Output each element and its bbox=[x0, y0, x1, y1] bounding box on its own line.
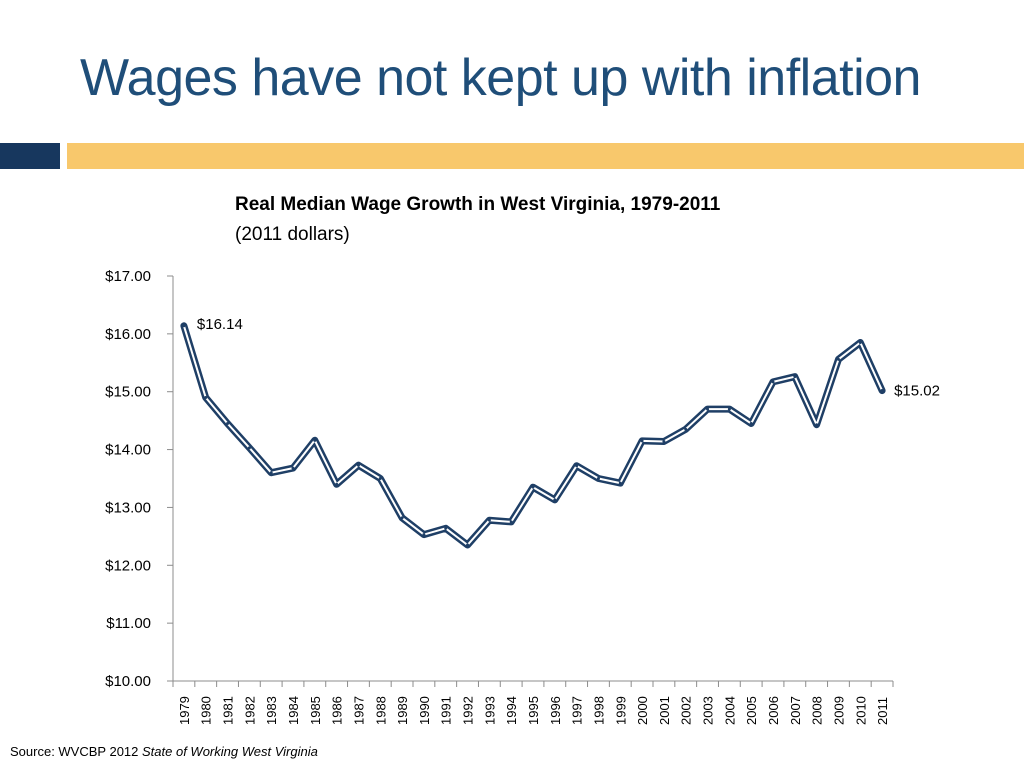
x-tick-label: 1989 bbox=[395, 696, 410, 725]
data-point bbox=[727, 407, 731, 411]
x-tick-label: 1981 bbox=[221, 696, 236, 725]
data-point bbox=[662, 439, 666, 443]
y-tick-label: $11.00 bbox=[106, 615, 151, 632]
x-tick-label: 1990 bbox=[417, 696, 432, 725]
source-note: Source: WVCBP 2012 State of Working West… bbox=[10, 744, 318, 759]
y-tick-label: $15.00 bbox=[105, 384, 151, 401]
x-tick-label: 1997 bbox=[570, 696, 585, 725]
y-tick-label: $12.00 bbox=[105, 557, 151, 574]
data-point bbox=[880, 389, 884, 393]
x-tick-label: 2010 bbox=[853, 696, 868, 725]
x-tick-label: 1992 bbox=[461, 696, 476, 725]
accent-bar-gold bbox=[67, 143, 1024, 169]
y-tick-label: $10.00 bbox=[105, 673, 151, 690]
x-tick-label: 2003 bbox=[701, 696, 716, 725]
x-tick-label: 2004 bbox=[722, 696, 737, 725]
x-tick-label: 1998 bbox=[591, 696, 606, 725]
x-tick-label: 1983 bbox=[264, 696, 279, 725]
data-point bbox=[291, 466, 295, 470]
x-tick-label: 1982 bbox=[242, 696, 257, 725]
data-point bbox=[858, 341, 862, 345]
x-tick-label: 1995 bbox=[526, 696, 541, 725]
x-tick-label: 1996 bbox=[548, 696, 563, 725]
data-point bbox=[247, 446, 251, 450]
data-point bbox=[444, 526, 448, 530]
data-point bbox=[335, 482, 339, 486]
x-tick-label: 2005 bbox=[744, 696, 759, 725]
data-point bbox=[531, 485, 535, 489]
x-tick-label: 2002 bbox=[679, 696, 694, 725]
x-tick-label: 1979 bbox=[177, 696, 192, 725]
data-point bbox=[640, 439, 644, 443]
y-tick-label: $14.00 bbox=[105, 442, 151, 459]
data-point bbox=[269, 471, 273, 475]
source-prefix: Source: WVCBP 2012 bbox=[10, 744, 142, 759]
y-tick-label: $13.00 bbox=[105, 499, 151, 516]
data-point bbox=[400, 516, 404, 520]
chart-subtitle: (2011 dollars) bbox=[235, 224, 350, 245]
data-point bbox=[575, 464, 579, 468]
x-tick-label: 1985 bbox=[308, 696, 323, 725]
series-line bbox=[180, 322, 886, 549]
data-point bbox=[313, 438, 317, 442]
source-title: State of Working West Virginia bbox=[142, 744, 318, 759]
x-tick-label: 2009 bbox=[831, 696, 846, 725]
data-point bbox=[182, 324, 186, 328]
x-tick-label: 2011 bbox=[875, 697, 890, 725]
data-point bbox=[618, 481, 622, 485]
data-point bbox=[793, 375, 797, 379]
data-point bbox=[771, 380, 775, 384]
x-tick-label: 2000 bbox=[635, 696, 650, 725]
x-tick-label: 2001 bbox=[657, 696, 672, 725]
data-point bbox=[836, 357, 840, 361]
x-tick-label: 1980 bbox=[199, 696, 214, 725]
y-tick-label: $16.00 bbox=[105, 326, 151, 343]
data-point bbox=[684, 427, 688, 431]
data-point bbox=[749, 422, 753, 426]
x-tick-label: 1988 bbox=[373, 696, 388, 725]
x-tick-label: 1987 bbox=[351, 696, 366, 725]
x-tick-label: 2006 bbox=[766, 696, 781, 725]
data-point bbox=[815, 423, 819, 427]
data-label: $15.02 bbox=[894, 383, 940, 400]
data-point bbox=[422, 533, 426, 537]
data-point bbox=[356, 463, 360, 467]
data-point bbox=[204, 396, 208, 399]
accent-bar-navy bbox=[0, 143, 60, 169]
data-point bbox=[226, 422, 230, 426]
data-point bbox=[553, 498, 557, 502]
x-tick-label: 1984 bbox=[286, 696, 301, 725]
x-tick-label: 1991 bbox=[439, 696, 454, 725]
data-point bbox=[509, 520, 513, 524]
data-point bbox=[596, 477, 600, 480]
x-tick-label: 2007 bbox=[788, 696, 803, 725]
x-tick-label: 1994 bbox=[504, 696, 519, 725]
x-tick-label: 2008 bbox=[810, 696, 825, 725]
data-point bbox=[378, 477, 382, 480]
data-point bbox=[487, 518, 491, 522]
y-tick-label: $17.00 bbox=[105, 268, 151, 285]
data-point bbox=[706, 407, 710, 411]
x-tick-label: 1999 bbox=[613, 696, 628, 725]
data-label: $16.14 bbox=[197, 316, 243, 333]
chart-title: Real Median Wage Growth in West Virginia… bbox=[235, 194, 721, 215]
x-tick-label: 1986 bbox=[330, 696, 345, 725]
series-line-highlight bbox=[182, 324, 884, 546]
x-tick-label: 1993 bbox=[482, 696, 497, 725]
slide-title: Wages have not kept up with inflation bbox=[80, 49, 921, 107]
data-point bbox=[466, 543, 470, 547]
